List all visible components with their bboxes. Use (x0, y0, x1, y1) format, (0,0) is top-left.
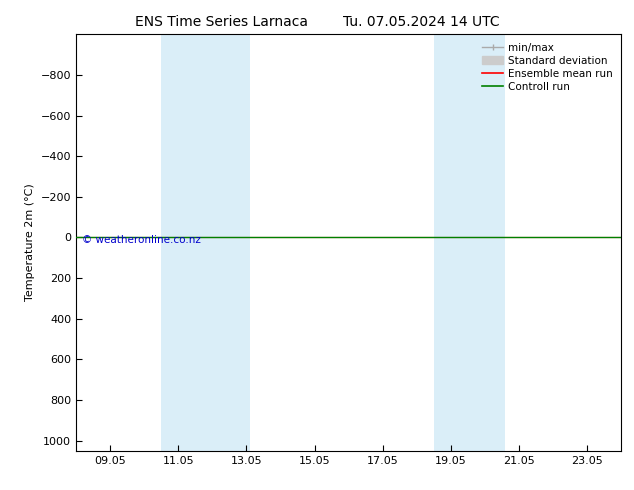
Legend: min/max, Standard deviation, Ensemble mean run, Controll run: min/max, Standard deviation, Ensemble me… (479, 40, 616, 95)
Text: ENS Time Series Larnaca        Tu. 07.05.2024 14 UTC: ENS Time Series Larnaca Tu. 07.05.2024 1… (134, 15, 500, 29)
Y-axis label: Temperature 2m (°C): Temperature 2m (°C) (25, 184, 35, 301)
Bar (434, 34, 505, 451)
Bar (161, 34, 250, 451)
Text: © weatheronline.co.nz: © weatheronline.co.nz (82, 236, 200, 245)
